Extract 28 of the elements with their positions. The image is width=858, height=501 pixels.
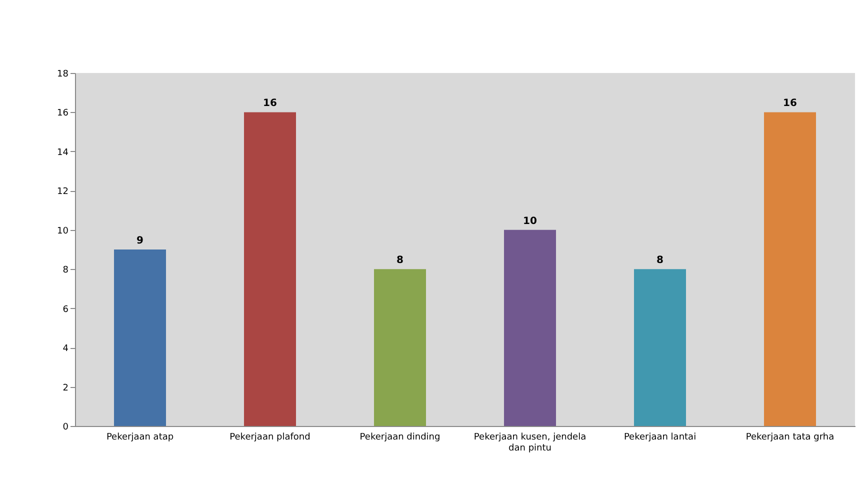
y-tick-label: 2 xyxy=(62,383,68,394)
data-label: 16 xyxy=(783,98,797,110)
y-tick-label: 14 xyxy=(57,148,69,158)
data-label: 9 xyxy=(136,236,144,246)
y-tick-label: 16 xyxy=(57,108,69,119)
bar xyxy=(244,112,296,426)
bar xyxy=(374,269,426,426)
x-tick-label: Pekerjaan lantai xyxy=(624,432,696,442)
bar xyxy=(764,112,816,426)
data-label: 16 xyxy=(263,98,277,110)
x-tick-label: Pekerjaan plafond xyxy=(230,432,310,442)
x-tick-label: Pekerjaan dinding xyxy=(360,432,440,442)
y-tick-label: 10 xyxy=(57,226,69,236)
y-tick-label: 8 xyxy=(62,266,69,276)
x-tick-label: Pekerjaan atap xyxy=(106,432,174,442)
data-label: 8 xyxy=(656,255,664,266)
x-tick-label: Pekerjaan kusen, jendela dan pintu xyxy=(474,432,586,454)
y-tick-label: 0 xyxy=(62,422,69,432)
y-tick-label: 6 xyxy=(62,304,69,315)
bar xyxy=(634,269,686,426)
data-label: 8 xyxy=(396,255,404,266)
x-tick-label: Pekerjaan tata grha xyxy=(746,432,834,442)
y-tick-label: 18 xyxy=(57,70,69,80)
y-tick-label: 4 xyxy=(62,344,69,354)
bar xyxy=(114,250,166,426)
bar xyxy=(504,230,556,426)
data-label: 10 xyxy=(523,216,537,227)
y-tick-label: 12 xyxy=(57,187,68,198)
